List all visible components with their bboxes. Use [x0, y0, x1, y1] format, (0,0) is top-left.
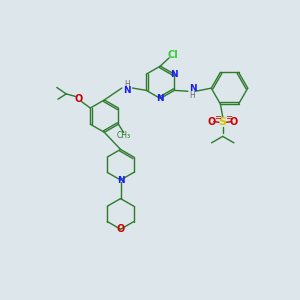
Text: N: N	[123, 86, 131, 95]
Text: O: O	[74, 94, 83, 104]
Text: N: N	[170, 70, 178, 79]
Text: O: O	[116, 224, 125, 234]
Text: N: N	[117, 176, 124, 184]
Text: O: O	[207, 117, 216, 127]
Text: Cl: Cl	[167, 50, 178, 60]
Text: =: =	[214, 114, 220, 123]
Text: N: N	[189, 84, 196, 93]
Text: H: H	[124, 80, 130, 89]
Text: S: S	[219, 117, 227, 127]
Text: O: O	[230, 117, 238, 127]
Text: CH₃: CH₃	[117, 131, 131, 140]
Text: H: H	[190, 91, 196, 100]
Text: =: =	[225, 114, 232, 123]
Text: N: N	[157, 94, 164, 103]
